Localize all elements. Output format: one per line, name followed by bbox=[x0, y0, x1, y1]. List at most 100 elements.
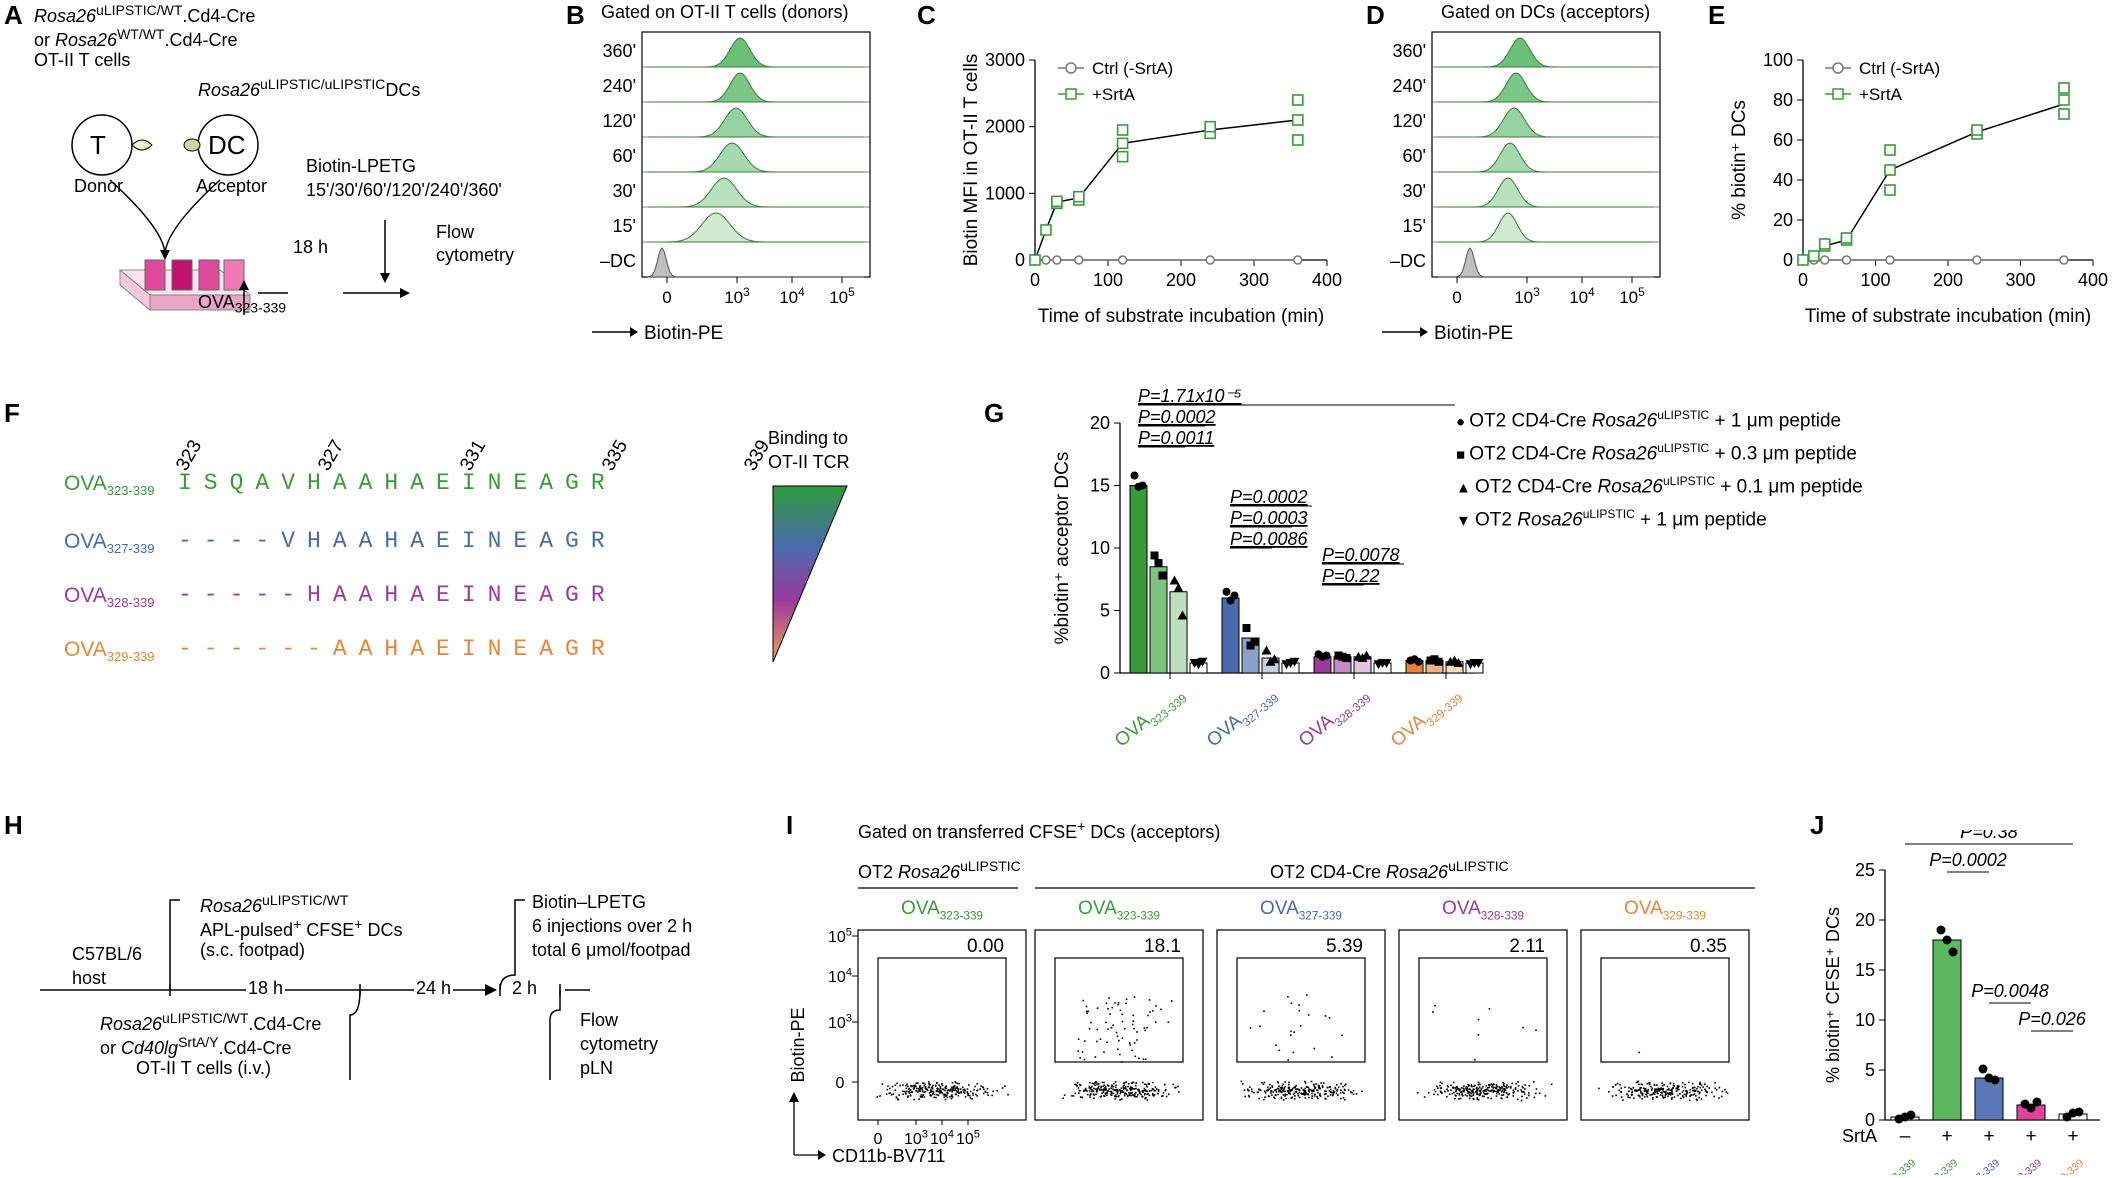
flow-event bbox=[919, 1090, 921, 1093]
host-label-2: host bbox=[72, 968, 107, 988]
flow-event bbox=[1640, 1092, 1642, 1094]
flow-event bbox=[1468, 1084, 1470, 1087]
flow-event bbox=[913, 1087, 915, 1090]
flow-event bbox=[1521, 1091, 1523, 1093]
flow-event bbox=[944, 1094, 946, 1097]
flow-event bbox=[957, 1089, 960, 1092]
flow-event bbox=[912, 1084, 915, 1087]
flow-event-positive bbox=[1125, 1002, 1127, 1005]
flow-event bbox=[1468, 1094, 1471, 1096]
ctrl-point bbox=[1052, 255, 1062, 265]
flow-event bbox=[913, 1098, 915, 1101]
flow-event bbox=[908, 1090, 910, 1093]
flow-event bbox=[1524, 1084, 1526, 1086]
d-row-label: 60' bbox=[1403, 146, 1426, 166]
flow-event bbox=[915, 1085, 917, 1088]
flow-event bbox=[1097, 1086, 1099, 1089]
flow-event bbox=[1640, 1083, 1643, 1086]
srta-point bbox=[1884, 184, 1896, 196]
d-row-label: –DC bbox=[1390, 251, 1426, 271]
flow-event-positive bbox=[1088, 1027, 1091, 1030]
legend-entry: ■ OT2 CD4-Cre Rosa26uLIPSTIC + 0.3 μm pe… bbox=[1456, 441, 1857, 465]
flow-event-positive bbox=[1474, 1058, 1476, 1061]
ctrl-point bbox=[1820, 255, 1830, 265]
flow-event bbox=[1645, 1089, 1647, 1092]
flow-event-positive bbox=[1290, 1030, 1292, 1033]
flow-event bbox=[1641, 1093, 1644, 1095]
flow-event bbox=[1077, 1087, 1080, 1089]
flow-event bbox=[1355, 1093, 1358, 1095]
flow-event bbox=[1458, 1092, 1460, 1095]
y-axis-title: % biotin⁺ CFSE⁺ DCs bbox=[1823, 907, 1843, 1083]
flow-event bbox=[1639, 1095, 1641, 1098]
flow-event bbox=[908, 1091, 911, 1094]
flow-event bbox=[1499, 1088, 1501, 1090]
flow-event bbox=[909, 1094, 912, 1097]
flow-event-positive bbox=[1300, 1024, 1302, 1027]
flow-event bbox=[1664, 1091, 1667, 1094]
flow-event bbox=[1656, 1090, 1659, 1092]
flow-event bbox=[1523, 1093, 1526, 1095]
flow-event bbox=[962, 1089, 965, 1091]
flow-event bbox=[955, 1081, 957, 1084]
flow-event bbox=[917, 1087, 920, 1090]
flow-event bbox=[1344, 1084, 1346, 1087]
flow-event bbox=[1700, 1098, 1703, 1100]
srta-point bbox=[1884, 144, 1896, 156]
flow-event bbox=[1681, 1094, 1684, 1097]
flow-event bbox=[915, 1082, 918, 1085]
flow-event bbox=[1261, 1081, 1263, 1084]
y-tick-label: 0 bbox=[1865, 1110, 1875, 1130]
flow-event bbox=[939, 1086, 942, 1088]
flow-event bbox=[966, 1088, 969, 1090]
flow-event bbox=[956, 1086, 958, 1088]
flow-event bbox=[1649, 1094, 1651, 1096]
interval-18h: 18 h bbox=[246, 978, 286, 999]
flow-event bbox=[1308, 1091, 1311, 1093]
flow-event bbox=[1659, 1094, 1662, 1096]
flow-event bbox=[898, 1094, 900, 1096]
flow-event bbox=[1285, 1097, 1288, 1100]
flow-event bbox=[1423, 1096, 1426, 1098]
flow-event bbox=[1482, 1090, 1485, 1092]
flow-event-positive bbox=[1121, 1020, 1124, 1023]
flow-event bbox=[930, 1090, 933, 1093]
flow-event bbox=[1434, 1090, 1437, 1093]
ctrl-point bbox=[1841, 255, 1852, 265]
flow-event bbox=[1495, 1090, 1498, 1093]
flow-event bbox=[906, 1085, 909, 1088]
flow-event bbox=[1094, 1088, 1097, 1090]
flow-event-positive bbox=[1152, 1010, 1154, 1012]
flow-event bbox=[1627, 1090, 1630, 1093]
d-histogram-curve bbox=[1438, 37, 1654, 68]
flow-event bbox=[1079, 1096, 1082, 1098]
flow-event bbox=[1305, 1086, 1308, 1088]
b-row-label: 360' bbox=[603, 41, 636, 61]
flow-event bbox=[1472, 1091, 1474, 1093]
flow-event bbox=[1349, 1091, 1352, 1093]
flow-event bbox=[879, 1095, 881, 1097]
flow-event bbox=[1078, 1089, 1081, 1092]
flow-event bbox=[959, 1088, 962, 1090]
flow-event bbox=[1311, 1097, 1313, 1099]
srta-sign: + bbox=[2025, 1126, 2036, 1147]
flow-event bbox=[1511, 1082, 1514, 1085]
flow-event bbox=[1682, 1089, 1685, 1092]
flow-event bbox=[1131, 1091, 1134, 1094]
flow-event bbox=[1297, 1088, 1300, 1091]
flow-event bbox=[1103, 1095, 1105, 1097]
flow-event bbox=[1526, 1097, 1528, 1099]
flow-event bbox=[1284, 1090, 1286, 1093]
b-histogram-curve bbox=[648, 177, 864, 208]
flow-event bbox=[1130, 1094, 1132, 1097]
flow-event bbox=[908, 1087, 910, 1090]
flow-event bbox=[1439, 1081, 1442, 1084]
flow-event bbox=[1455, 1088, 1458, 1091]
flow-event bbox=[1465, 1089, 1468, 1092]
flow-event bbox=[1635, 1081, 1638, 1084]
srta-sign: + bbox=[1983, 1126, 1994, 1147]
flow-event bbox=[1650, 1085, 1652, 1088]
flow-event bbox=[1088, 1085, 1091, 1088]
flow-event-positive bbox=[1133, 1027, 1135, 1030]
